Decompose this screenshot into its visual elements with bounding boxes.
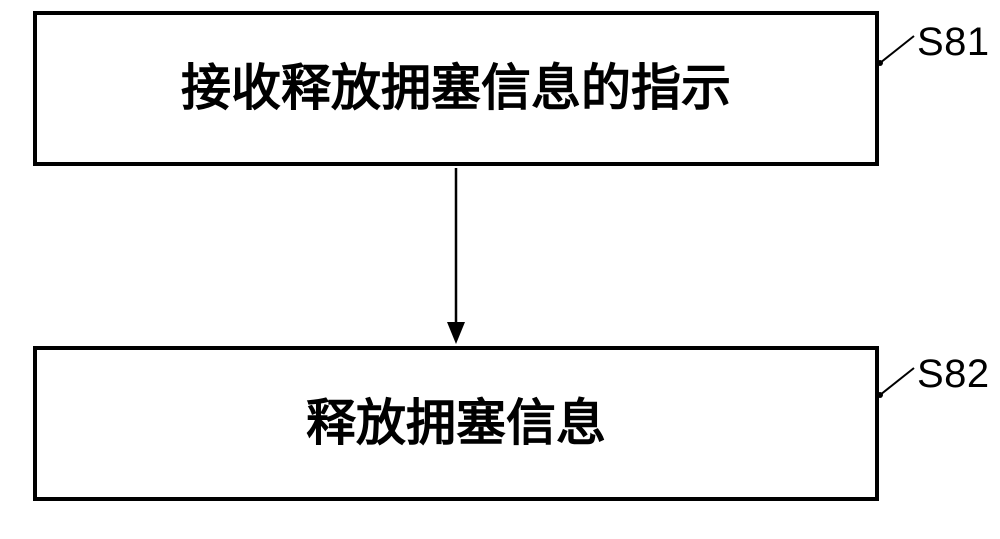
leader-line-s82 (874, 362, 920, 401)
flow-arrow-s81-s82 (438, 166, 474, 346)
flow-label-s81: S81 (917, 20, 990, 65)
flow-label-s82: S82 (917, 352, 990, 397)
flow-node-s82-text: 释放拥塞信息 (306, 396, 606, 451)
flow-node-s82: 释放拥塞信息 (33, 346, 879, 501)
flow-node-s81-text: 接收释放拥塞信息的指示 (181, 61, 731, 116)
flow-node-s81: 接收释放拥塞信息的指示 (33, 11, 879, 166)
leader-line-s81 (874, 30, 920, 69)
flowchart-canvas: 接收释放拥塞信息的指示 S81 释放拥塞信息 S82 (0, 0, 1000, 539)
